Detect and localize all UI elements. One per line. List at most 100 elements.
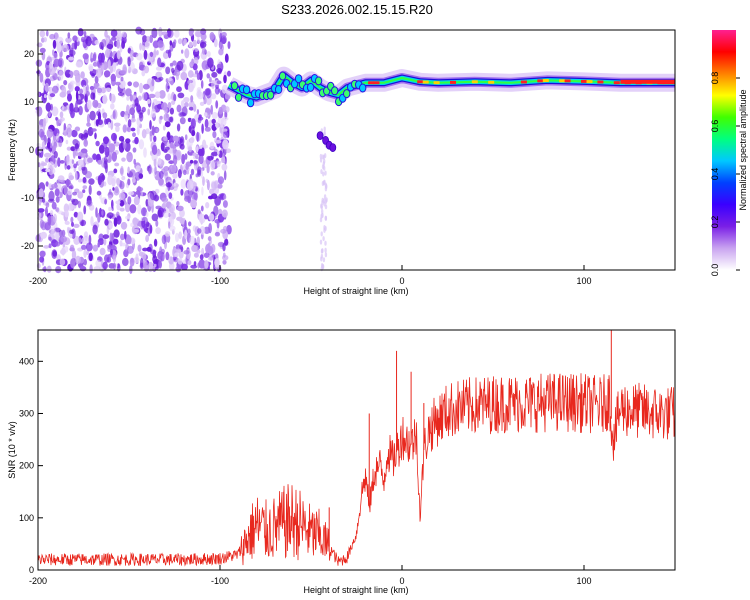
noise-blob [122, 257, 129, 267]
noise-blob [209, 141, 215, 150]
noise-blob [185, 164, 189, 171]
streak-blob [319, 153, 323, 159]
noise-blob [147, 108, 151, 116]
noise-blob [39, 219, 45, 229]
noise-blob [53, 151, 58, 159]
noise-blob [122, 141, 127, 150]
noise-blob [168, 160, 174, 165]
noise-blob [174, 30, 180, 38]
noise-blob [56, 36, 64, 45]
noise-blob [135, 165, 141, 172]
noise-blob [127, 235, 132, 245]
noise-blob [184, 134, 188, 141]
noise-blob [164, 146, 170, 151]
noise-blob [143, 65, 150, 74]
snr-y-axis-label: SNR (10 * v/v) [7, 421, 17, 479]
noise-blob [173, 182, 177, 187]
noise-blob [121, 40, 125, 49]
noise-blob [77, 178, 83, 183]
noise-blob [221, 31, 227, 38]
noise-blob [108, 143, 116, 153]
noise-blob [57, 157, 61, 168]
noise-blob [88, 178, 95, 185]
noise-blob [151, 125, 155, 136]
noise-blob [157, 157, 162, 165]
streak-blob [321, 248, 324, 254]
noise-blob [211, 112, 218, 119]
noise-blob [143, 147, 147, 158]
colorbar: 0.0 0.2 0.4 0.6 0.8 Normalized spectral ampl… [710, 30, 748, 276]
noise-blob [86, 84, 89, 93]
noise-blob [179, 143, 182, 149]
noise-blob [217, 150, 220, 155]
noise-blob [36, 106, 43, 117]
noise-blob [216, 80, 222, 85]
noise-blob [133, 95, 137, 100]
noise-blob [89, 33, 95, 39]
noise-blob [82, 177, 87, 184]
noise-blob [39, 47, 46, 54]
noise-blob [192, 63, 198, 71]
noise-blob [119, 200, 125, 207]
carrier-hotspot [450, 80, 456, 84]
noise-blob [172, 60, 177, 66]
y-tick-label: 200 [19, 461, 34, 471]
noise-blob [145, 211, 149, 217]
noise-blob [201, 186, 204, 196]
noise-blob [165, 82, 170, 93]
noise-blob [151, 213, 159, 222]
noise-blob [187, 117, 192, 123]
noise-blob [71, 129, 78, 138]
noise-blob [115, 81, 121, 86]
noise-blob [139, 82, 143, 94]
noise-blob [155, 219, 159, 227]
noise-blob [148, 164, 152, 175]
noise-blob [222, 128, 228, 132]
noise-blob [119, 192, 126, 200]
carrier-end-band [620, 79, 675, 84]
noise-blob [66, 178, 70, 188]
noise-blob [106, 43, 114, 50]
noise-blob [211, 71, 218, 78]
noise-blob [190, 118, 196, 129]
noise-blob [119, 167, 124, 175]
y-tick-label: 300 [19, 408, 34, 418]
noise-blob [168, 192, 173, 200]
noise-blob [78, 237, 82, 245]
noise-blob [116, 215, 122, 225]
noise-blob [86, 122, 91, 127]
noise-blob [91, 128, 97, 132]
noise-blob [85, 242, 93, 252]
noise-blob [73, 163, 77, 169]
noise-blob [77, 159, 84, 166]
carrier-hotspot [488, 80, 495, 84]
noise-blob [75, 150, 78, 157]
snr-x-axis-label: Height of straight line (km) [303, 585, 408, 595]
noise-blob [48, 61, 54, 69]
snr-panel: -200 -100 0 100 0 100 200 300 400 Height of str… [7, 329, 676, 595]
noise-blob [94, 132, 97, 140]
noise-blob [186, 169, 189, 175]
noise-blob [208, 195, 214, 200]
noise-blob [191, 73, 199, 78]
noise-blob [176, 104, 182, 113]
noise-blob [181, 49, 184, 54]
noise-blob [45, 202, 50, 208]
noise-blob [164, 153, 171, 161]
streak-blob [322, 198, 326, 204]
noise-blob [141, 207, 147, 217]
noise-blob [125, 88, 132, 97]
carrier-hotspot [586, 80, 593, 84]
noise-blob [180, 179, 187, 189]
noise-blob [183, 97, 190, 103]
noise-blob [108, 194, 112, 200]
noise-blob [211, 181, 217, 191]
noise-blob [180, 100, 185, 108]
noise-blob [75, 71, 79, 78]
noise-blob [109, 65, 114, 74]
carrier-blob [306, 82, 315, 92]
carrier-hotspot [520, 80, 527, 84]
noise-blob [217, 176, 225, 185]
noise-blob [221, 209, 228, 218]
noise-blob [126, 151, 133, 163]
